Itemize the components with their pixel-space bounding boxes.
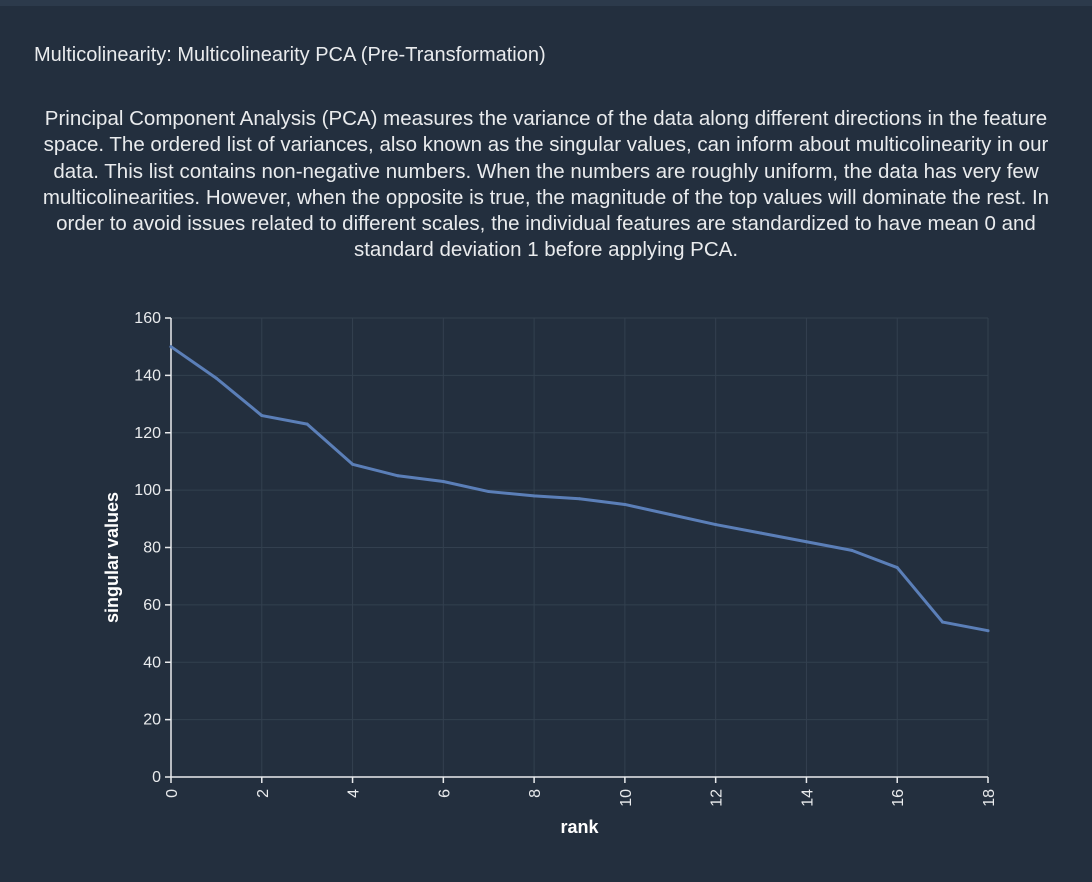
data-point [441,480,445,484]
y-tick-label: 20 [143,712,161,729]
tick-labels: 0 20 40 60 80 100 120 140 160 0 2 4 6 8 10 12 14 16 18 [134,310,998,807]
x-tick-label: 6 [436,789,453,798]
data-point [850,548,854,552]
panel-description: Principal Component Analysis (PCA) measu… [42,107,1050,262]
x-tick-label: 2 [255,789,272,798]
x-tick-label: 0 [164,789,181,798]
data-point [532,494,536,498]
data-point [986,629,990,633]
y-tick-label: 160 [134,310,161,327]
data-point [941,620,945,624]
data-point [169,345,173,349]
series-line [169,345,990,633]
x-tick-label: 10 [618,789,635,807]
data-point [487,490,491,494]
axes [165,317,989,783]
top-bar [0,0,1092,6]
y-tick-label: 100 [134,482,161,499]
data-point [305,422,309,426]
x-axis-title: rank [560,817,599,837]
x-tick-label: 14 [799,789,816,807]
data-point [804,540,808,544]
panel-title: Multicolinearity: Multicolinearity PCA (… [34,44,546,66]
x-tick-label: 16 [890,789,907,807]
data-point [759,531,763,535]
data-point [214,376,218,380]
grid-lines [170,317,989,778]
y-tick-label: 120 [134,425,161,442]
data-point [623,502,627,506]
x-tick-label: 8 [527,789,544,798]
data-point [351,462,355,466]
data-point [714,523,718,527]
data-point [396,474,400,478]
y-tick-label: 60 [143,597,161,614]
y-axis-title: singular values [102,492,122,623]
y-tick-label: 40 [143,654,161,671]
data-point [668,513,672,517]
data-point [578,497,581,501]
data-point [895,566,899,570]
series-layer [169,345,990,633]
x-tick-label: 12 [709,789,726,807]
y-tick-label: 0 [152,769,161,786]
x-tick-label: 4 [346,789,363,798]
y-tick-label: 140 [134,367,161,384]
data-point [260,414,264,418]
x-tick-label: 18 [981,789,998,807]
y-tick-label: 80 [143,540,161,557]
